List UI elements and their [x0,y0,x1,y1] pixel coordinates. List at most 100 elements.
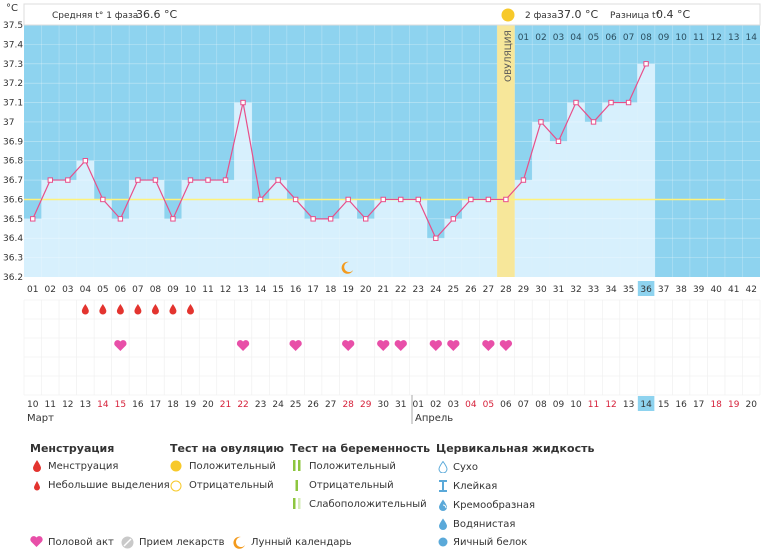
cervical-dry-icon [438,461,448,473]
x-tick-label: 02 [45,285,56,295]
phase2-day-label: 09 [658,33,670,43]
temp-point [222,177,229,183]
temp-point [608,99,614,106]
legend-lunar: Лунный календарь [251,537,352,548]
temp-point [187,177,194,183]
x-tick-label: 12 [220,285,231,295]
temp-point [363,216,369,222]
date-label: 04 [465,400,477,410]
temp-point [47,177,53,183]
temp-column [76,160,95,277]
temp-column [286,199,305,277]
x-tick-label: 32 [570,285,581,295]
temp-point [415,196,421,203]
temp-point [310,216,316,222]
temp-point [398,196,404,203]
x-tick-label: 29 [518,285,530,295]
temp-column [146,180,165,277]
blood-drop-icon [116,304,124,315]
x-tick-label: 37 [658,285,669,295]
legend-pregnancy-test-title: Тест на беременность [290,442,431,455]
temp-point [117,216,124,222]
date-label: 23 [255,400,266,410]
x-tick-label: 07 [132,285,143,295]
x-tick-label: 15 [272,285,283,295]
temp-column [602,102,620,278]
y-unit-label: °C [6,3,18,14]
temp-point [327,216,334,222]
y-tick-label: 36.4 [3,234,23,244]
blood-drop-icon [99,304,107,315]
heart-icon [482,340,495,351]
legend-medication: Прием лекарств [139,537,225,548]
y-tick-label: 37.1 [3,99,23,109]
x-tick-label: 23 [413,285,424,295]
temp-point [257,196,264,203]
heart-icon [30,536,43,547]
temp-point [205,177,211,183]
x-tick-label: 14 [255,285,267,295]
x-tick-label: 08 [150,285,162,295]
x-tick-label: 42 [746,285,757,295]
legend-cervical-creamy: Кремообразная [453,500,536,511]
date-label: 14 [640,400,652,410]
temp-column [164,218,182,277]
blood-drop-icon [151,304,159,315]
heart-icon [114,340,127,351]
heart-icon [342,340,355,351]
temp-column [444,218,463,277]
temp-column [181,180,200,277]
temp-column [304,218,322,277]
date-label: 09 [553,400,565,410]
date-label: 31 [395,400,406,410]
header-bar [23,3,761,26]
temp-point [643,61,649,67]
temp-point [30,216,36,222]
temp-point [345,196,351,203]
y-tick-label: 36.5 [3,215,23,225]
x-tick-label: 24 [430,285,442,295]
diff-label: Разница t° [610,11,660,21]
date-label: 20 [746,400,758,410]
date-label: 01 [413,400,424,410]
phase2-day-label: 04 [570,33,582,43]
cervical-eggwhite-icon [438,537,448,547]
temp-point [152,177,159,183]
moon-icon [341,261,354,274]
legend-spotting: Небольшие выделения [48,480,170,491]
x-tick-label: 25 [448,285,459,295]
phase1-label: Средняя t° 1 фаза [52,11,138,21]
heart-icon [377,340,390,351]
phase2-day-label: 14 [746,33,758,43]
phase2-day-label: 01 [518,33,529,43]
diff-value: 0.4 °C [656,8,690,21]
temp-point [240,99,246,106]
temp-column [251,199,270,277]
y-tick-label: 36.7 [3,176,23,186]
date-label: 24 [272,400,284,410]
x-tick-label: 33 [588,285,599,295]
phase2-label: 2 фаза [525,11,557,21]
current-date-highlight [637,396,655,411]
temp-column [234,102,252,278]
y-tick-label: 37.4 [3,40,23,50]
y-tick-label: 37.2 [3,79,23,89]
ovulation-band [497,4,515,277]
ovulation-label: ОВУЛЯЦИЯ [504,30,514,82]
blood-drop-icon [134,304,142,315]
y-tick-label: 36.2 [3,273,23,283]
phase2-value: 37.0 °C [557,8,598,21]
month-label-march: Март [27,413,54,424]
temp-column [409,199,428,277]
temp-point [65,177,71,183]
temp-point [380,196,386,203]
x-tick-label: 41 [728,285,739,295]
date-label: 26 [307,400,319,410]
date-label: 10 [27,400,39,410]
date-label: 06 [500,400,512,410]
heart-icon [394,340,407,351]
temp-column [462,199,480,277]
temp-column [94,199,112,277]
date-label: 27 [325,400,336,410]
phase2-day-label: 08 [640,33,652,43]
